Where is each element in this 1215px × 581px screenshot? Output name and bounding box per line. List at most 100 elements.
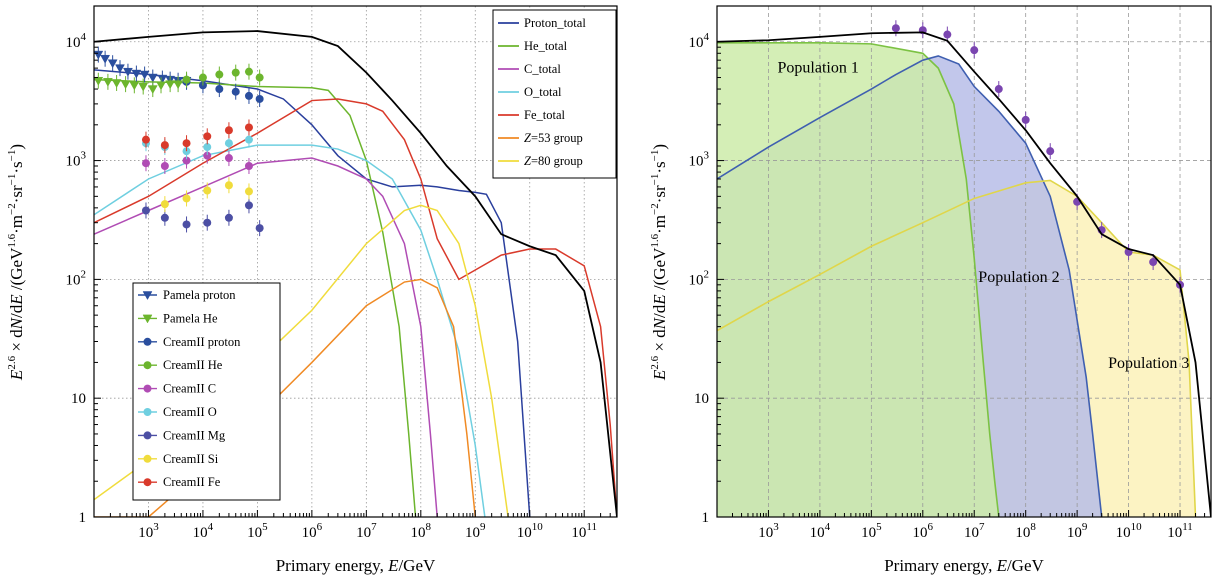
right-ytick-label-exp: 4 [704,31,710,43]
left-point-pamela-proton [157,74,168,84]
left-point-creamii-he [231,68,240,77]
legend-point-label: CreamII He [163,358,223,372]
left-y-axis-title-part: E [7,369,26,381]
legend-point-swatch-marker [142,291,153,301]
right-point [970,46,979,55]
right-y-axis-title-part: /d [650,304,669,318]
left-x-axis-title-a: Primary energy, [276,556,388,575]
right-ytick-label-base: 10 [689,35,704,51]
left-point-creamii-c [203,151,212,160]
right-series-line-total [717,31,1211,517]
left-point-creamii-c [141,159,150,168]
left-xtick-label: 108 [411,521,432,541]
right-point [943,30,952,39]
right-xtick-label-base: 10 [913,525,928,541]
right-xtick-label-exp: 11 [1182,521,1193,533]
left-xtick-label: 1010 [517,521,544,541]
left-xtick-label-exp: 9 [480,521,486,533]
right-xtick-label: 108 [1015,521,1036,541]
left-xtick-label-exp: 7 [371,521,377,533]
right-xtick-label-exp: 9 [1082,521,1088,533]
right-y-axis-title-part: E [650,369,669,381]
left-point-pamela-he [147,85,158,95]
left-xtick-label-exp: 4 [208,521,214,533]
legend-point-label: CreamII proton [163,335,241,349]
left-series-line-o-total [94,144,486,517]
right-y-axis-title-part: ·s [650,161,669,173]
right-xtick-label: 104 [810,521,831,541]
left-point-pamela-proton [123,67,133,77]
left-xtick-label: 105 [247,521,268,541]
legend-point-swatch-marker [143,431,152,440]
right-xtick-label-base: 10 [758,525,773,541]
left-point-pamela-proton [107,59,118,69]
right-point [1021,115,1030,124]
left-point-creamii-he [182,75,191,84]
legend-line-label: Proton_total [524,16,586,30]
left-x-axis-title: Primary energy, E/GeV [276,556,436,575]
right-xtick-label-exp: 3 [773,521,779,533]
left-y-axis-title-part: E [7,294,26,306]
left-ytick-label-base: 10 [66,35,81,51]
left-y-axis-title-part: N [7,316,26,330]
right-ytick-label-base: 10 [689,154,704,170]
left-xtick-label-exp: 3 [153,521,159,533]
left-y-axis-title-part: 1.6 [6,233,18,247]
left-y-axis-title-part: −1 [6,150,18,162]
left-y-axis-title-part: 2.6 [6,355,18,369]
legend-line-label-text: =80 group [531,154,583,168]
right-plot-frame [716,5,1212,518]
left-point-creamii-mg [141,206,150,215]
left-ytick-label-base: 10 [66,154,81,170]
legend-point-label: Pamela proton [163,288,236,302]
left-point-creamii-c [182,156,191,165]
legend-line-label-text: He_total [524,39,568,53]
left-y-axis-title-part: −1 [6,174,18,186]
right-point [994,85,1003,94]
left-ytick-label: 102 [66,268,87,288]
left-point-pamela-he [138,82,149,92]
right-y-axis-title-part: × d [650,329,669,356]
left-xtick-label: 1011 [571,521,597,541]
right-y-axis-title-part: ·sr [650,185,669,203]
right-xtick-label: 105 [861,521,882,541]
legend-line-label: Z=80 group [524,154,583,168]
left-y-axis-title-part: × d [7,329,26,356]
right-plot-area [717,6,1211,517]
legend-point-label: Pamela He [163,311,218,325]
left-xtick-label: 109 [465,521,486,541]
right-xtick-label-exp: 5 [876,521,882,533]
left-y-axis-title-part: ·m [7,215,26,234]
left-point-creamii-c [244,162,253,171]
left-point-creamii-c [160,162,169,171]
left-point-pamela-proton [147,73,158,83]
right-y-axis-title-part: /(GeV [650,247,669,294]
left-point-creamii-fe [141,135,150,144]
right-xtick-label-exp: 6 [928,521,934,533]
left-ytick-label: 10 [71,391,86,407]
left-point-creamii-mg [203,218,212,227]
right-y-axis-title-part: −1 [649,150,661,162]
left-xtick-label-base: 10 [465,525,480,541]
left-xtick-label-exp: 10 [532,521,544,533]
left-point-creamii-fe [160,141,169,150]
right-y-axis-title-part: −1 [649,174,661,186]
left-point-creamii-c [224,154,233,163]
right-point [891,24,900,33]
left-ytick-label-base: 10 [66,272,81,288]
left-point-pamela-he [120,80,131,90]
right-x-axis-title-b: E [996,556,1008,575]
legend-point-swatch-marker [143,408,152,416]
left-point-pamela-proton [131,69,142,79]
left-point-creamii-proton [244,91,253,100]
right-area-line-population-2 [717,55,1103,517]
left-y-axis-title-part: −2 [6,203,18,215]
right-xtick-label: 103 [758,521,779,541]
right-ytick-label: 103 [689,150,710,170]
left-series-line-fe-total [94,98,617,517]
left-xtick-label-exp: 6 [317,521,323,533]
left-xtick-label-base: 10 [517,525,532,541]
right-xtick-label-base: 10 [1015,525,1030,541]
